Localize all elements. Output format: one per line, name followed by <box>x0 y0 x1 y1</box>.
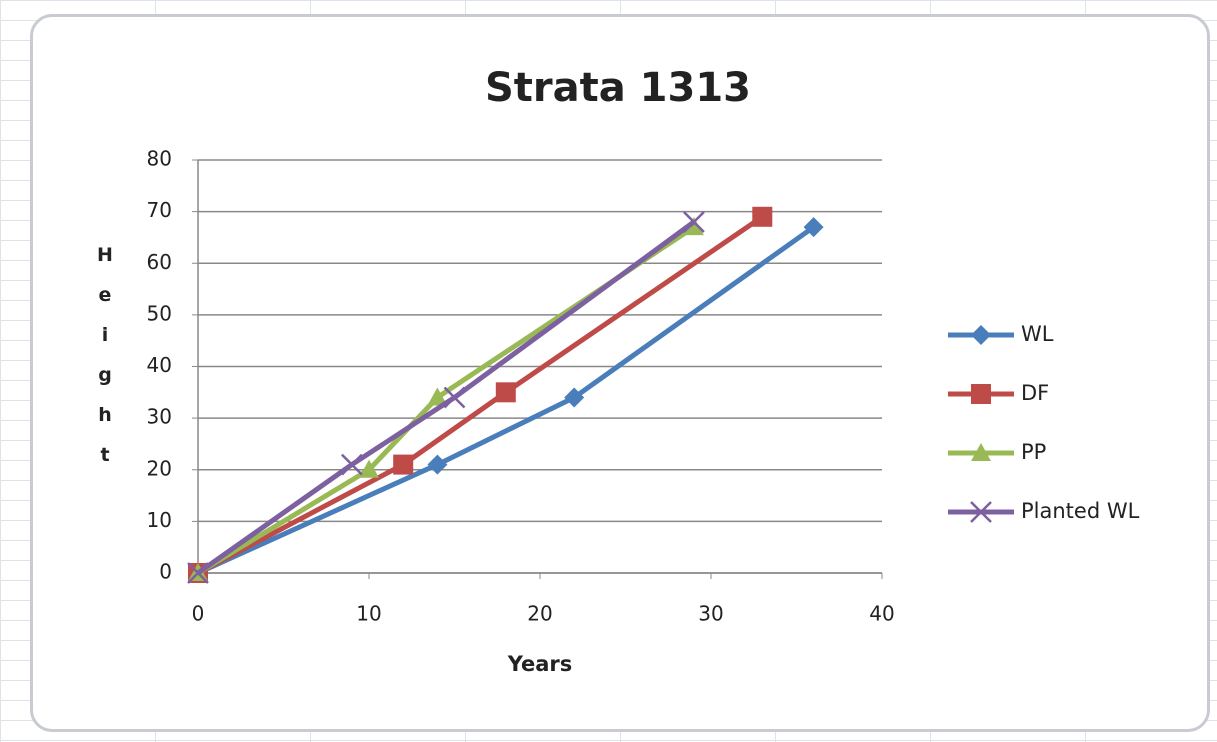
legend-label: WL <box>1021 322 1054 346</box>
y-tick-label: 80 <box>147 147 172 171</box>
marker <box>971 443 991 461</box>
y-tick-label: 20 <box>147 456 172 480</box>
x-tick-label: 30 <box>698 602 723 626</box>
chart-title: Strata 1313 <box>485 65 751 111</box>
marker <box>971 325 991 345</box>
x-tick-label: 20 <box>527 602 552 626</box>
series-line <box>196 214 764 576</box>
y-tick-label: 40 <box>147 353 172 377</box>
legend-label: Planted WL <box>1021 499 1140 523</box>
chart-frame <box>30 14 1210 732</box>
x-tick-label: 40 <box>869 602 894 626</box>
marker <box>393 454 414 475</box>
y-tick-label: 10 <box>147 508 172 532</box>
marker <box>495 382 516 403</box>
marker <box>752 206 773 227</box>
marker <box>427 454 448 475</box>
x-axis-title: Years <box>507 652 573 676</box>
legend-label: DF <box>1021 381 1049 405</box>
y-axis-title: Height <box>94 244 116 484</box>
marker <box>683 217 704 236</box>
marker <box>443 386 466 409</box>
y-tick-label: 30 <box>147 405 172 429</box>
marker <box>564 387 585 408</box>
x-tick-label: 10 <box>356 602 381 626</box>
marker <box>971 384 991 404</box>
marker <box>970 501 992 523</box>
marker <box>427 387 448 406</box>
x-tick-label: 0 <box>192 602 205 626</box>
legend-label: PP <box>1021 440 1046 464</box>
marker <box>187 562 209 584</box>
series-line <box>196 219 696 576</box>
marker <box>359 459 379 478</box>
series-line <box>196 225 816 576</box>
marker <box>803 217 824 238</box>
marker <box>683 211 705 233</box>
marker <box>341 453 363 476</box>
y-tick-label: 70 <box>147 198 172 222</box>
y-tick-label: 60 <box>147 250 172 274</box>
y-tick-label: 0 <box>159 560 172 584</box>
y-tick-label: 50 <box>147 301 172 325</box>
